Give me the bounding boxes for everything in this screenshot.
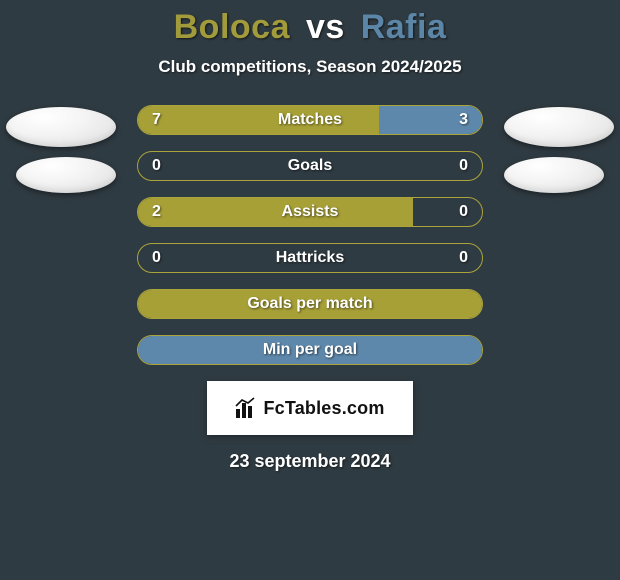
vs-text: vs — [300, 8, 351, 46]
player2-value: 0 — [459, 152, 468, 180]
stat-label: Goals — [138, 152, 482, 180]
subtitle: Club competitions, Season 2024/2025 — [0, 57, 620, 77]
player1-avatar-placeholder-2 — [16, 157, 116, 193]
player1-value: 0 — [152, 152, 161, 180]
stat-row: Assists20 — [137, 197, 483, 227]
player2-value: 0 — [459, 198, 468, 226]
player1-fill — [138, 106, 379, 134]
fctables-logo: FcTables.com — [207, 381, 413, 435]
comparison-chart: Matches73Goals00Assists20Hattricks00Goal… — [0, 105, 620, 365]
date-text: 23 september 2024 — [0, 451, 620, 472]
player1-fill — [138, 290, 482, 318]
bar-chart-icon — [235, 397, 257, 419]
player1-value: 0 — [152, 244, 161, 272]
player2-name: Rafia — [361, 8, 447, 46]
player2-fill — [379, 106, 482, 134]
logo-text: FcTables.com — [263, 398, 384, 419]
player2-fill — [138, 336, 482, 364]
player2-avatar-placeholder — [504, 107, 614, 147]
stat-row: Matches73 — [137, 105, 483, 135]
player1-name: Boloca — [174, 8, 290, 46]
stat-label: Hattricks — [138, 244, 482, 272]
comparison-title: Boloca vs Rafia — [0, 0, 620, 47]
stat-row: Hattricks0 0 — [137, 243, 483, 273]
player1-fill — [138, 198, 413, 226]
stat-row: Goals0 0 — [137, 151, 483, 181]
stat-rows: Matches73Goals00Assists20Hattricks00Goal… — [137, 105, 483, 365]
player2-avatar-placeholder-2 — [504, 157, 604, 193]
player2-value: 0 — [459, 244, 468, 272]
stat-row: Goals per match — [137, 289, 483, 319]
player1-avatar-placeholder — [6, 107, 116, 147]
stat-row: Min per goal — [137, 335, 483, 365]
